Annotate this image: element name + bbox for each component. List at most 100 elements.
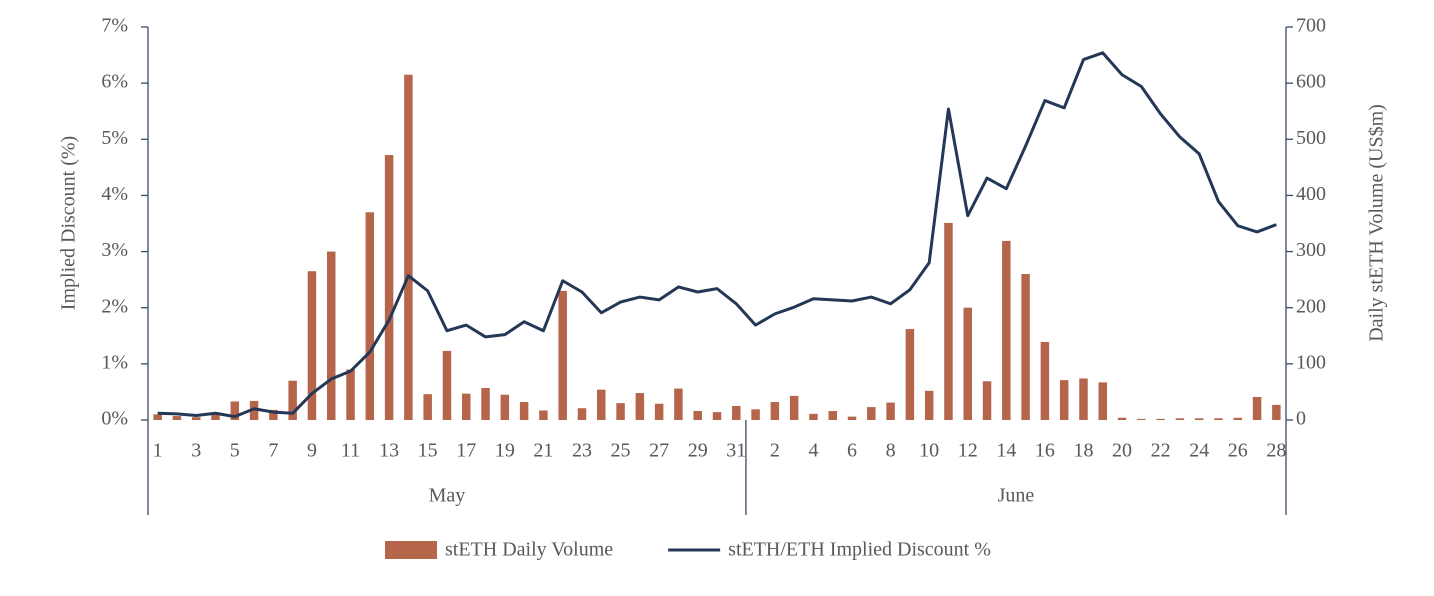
bar (1233, 417, 1243, 420)
y-tick-label: 3% (101, 239, 128, 261)
bar (1272, 404, 1281, 420)
y2-tick-label: 300 (1296, 239, 1326, 261)
x-tick-label: 2 (770, 440, 780, 462)
bar (847, 416, 857, 420)
bar (1175, 418, 1185, 420)
bar (1137, 418, 1146, 420)
bar (1021, 274, 1030, 420)
bar (172, 416, 182, 420)
x-tick-label: 24 (1189, 440, 1209, 462)
bar (1098, 382, 1108, 420)
bar (924, 390, 934, 420)
bar (674, 388, 683, 420)
bar (1040, 341, 1050, 420)
x-tick-label: 10 (919, 440, 939, 462)
group-label: May (429, 485, 466, 507)
bar (307, 271, 317, 420)
y-tick-label: 4% (101, 183, 128, 205)
x-tick-label: 21 (533, 440, 553, 462)
bar (635, 393, 645, 420)
x-tick-label: 14 (996, 440, 1016, 462)
bar (558, 290, 567, 420)
y-tick-label: 7% (101, 15, 128, 37)
y-tick-label: 2% (101, 295, 128, 317)
x-tick-label: 13 (379, 440, 399, 462)
y2-tick-label: 400 (1296, 183, 1326, 205)
line (157, 51, 1277, 419)
x-tick-label: 8 (886, 440, 896, 462)
bar (346, 369, 355, 420)
bar (732, 405, 741, 420)
bar (462, 393, 471, 420)
y-tick-label: 0% (101, 408, 128, 430)
bar (153, 414, 162, 420)
bar (789, 395, 799, 420)
x-tick-label: 31 (726, 440, 746, 462)
bar (770, 402, 780, 420)
bar (577, 408, 587, 420)
bar (365, 212, 375, 420)
y2-tick-label: 200 (1296, 295, 1326, 317)
y2-tick-label: 700 (1296, 15, 1326, 37)
y-axis-title: Implied Discount (%) (58, 136, 80, 310)
bar (500, 394, 510, 420)
bar (1117, 417, 1127, 420)
bar (211, 413, 220, 420)
legend-label: stETH/ETH Implied Discount % (728, 539, 991, 561)
x-tick-label: 7 (268, 440, 278, 462)
x-tick-label: 15 (418, 440, 438, 462)
bar (230, 401, 240, 420)
x-tick-label: 12 (958, 440, 978, 462)
legend-swatch (385, 541, 437, 559)
bar (1252, 396, 1262, 420)
bar (404, 74, 413, 420)
bar (886, 402, 895, 420)
x-tick-label: 29 (688, 440, 708, 462)
bar (442, 350, 452, 420)
bar (693, 411, 702, 420)
bar (1002, 240, 1011, 420)
bar (1079, 378, 1088, 420)
y-tick-label: 1% (101, 351, 128, 373)
x-tick-label: 1 (153, 440, 163, 462)
x-tick-label: 20 (1112, 440, 1132, 462)
bar (828, 411, 837, 420)
x-tick-label: 26 (1228, 440, 1248, 462)
bar (269, 409, 278, 420)
x-tick-label: 23 (572, 440, 592, 462)
y-tick-label: 5% (101, 127, 128, 149)
bar (982, 381, 992, 420)
x-tick-label: 4 (808, 440, 818, 462)
bar (481, 387, 490, 420)
x-tick-label: 22 (1151, 440, 1171, 462)
x-tick-label: 9 (307, 440, 317, 462)
bar (288, 380, 297, 420)
bar (384, 155, 394, 420)
x-tick-label: 5 (230, 440, 240, 462)
x-tick-label: 3 (191, 440, 201, 462)
bar (944, 222, 953, 420)
x-tick-label: 19 (495, 440, 515, 462)
bar (654, 403, 664, 420)
bar (751, 409, 760, 420)
bar (597, 389, 606, 420)
x-tick-label: 11 (341, 440, 360, 462)
bar (423, 394, 432, 420)
x-tick-label: 16 (1035, 440, 1055, 462)
x-tick-label: 28 (1266, 440, 1286, 462)
bar (1059, 380, 1069, 420)
group-label: June (998, 485, 1035, 507)
bar (1156, 418, 1165, 420)
bar (326, 251, 336, 420)
x-tick-label: 18 (1073, 440, 1093, 462)
bar (712, 412, 722, 420)
y2-tick-label: 100 (1296, 351, 1326, 373)
bar (539, 410, 548, 420)
bar (963, 307, 972, 420)
bar (1214, 418, 1223, 420)
legend-label: stETH Daily Volume (445, 539, 613, 561)
y2-tick-label: 500 (1296, 127, 1326, 149)
bar (1194, 418, 1204, 420)
